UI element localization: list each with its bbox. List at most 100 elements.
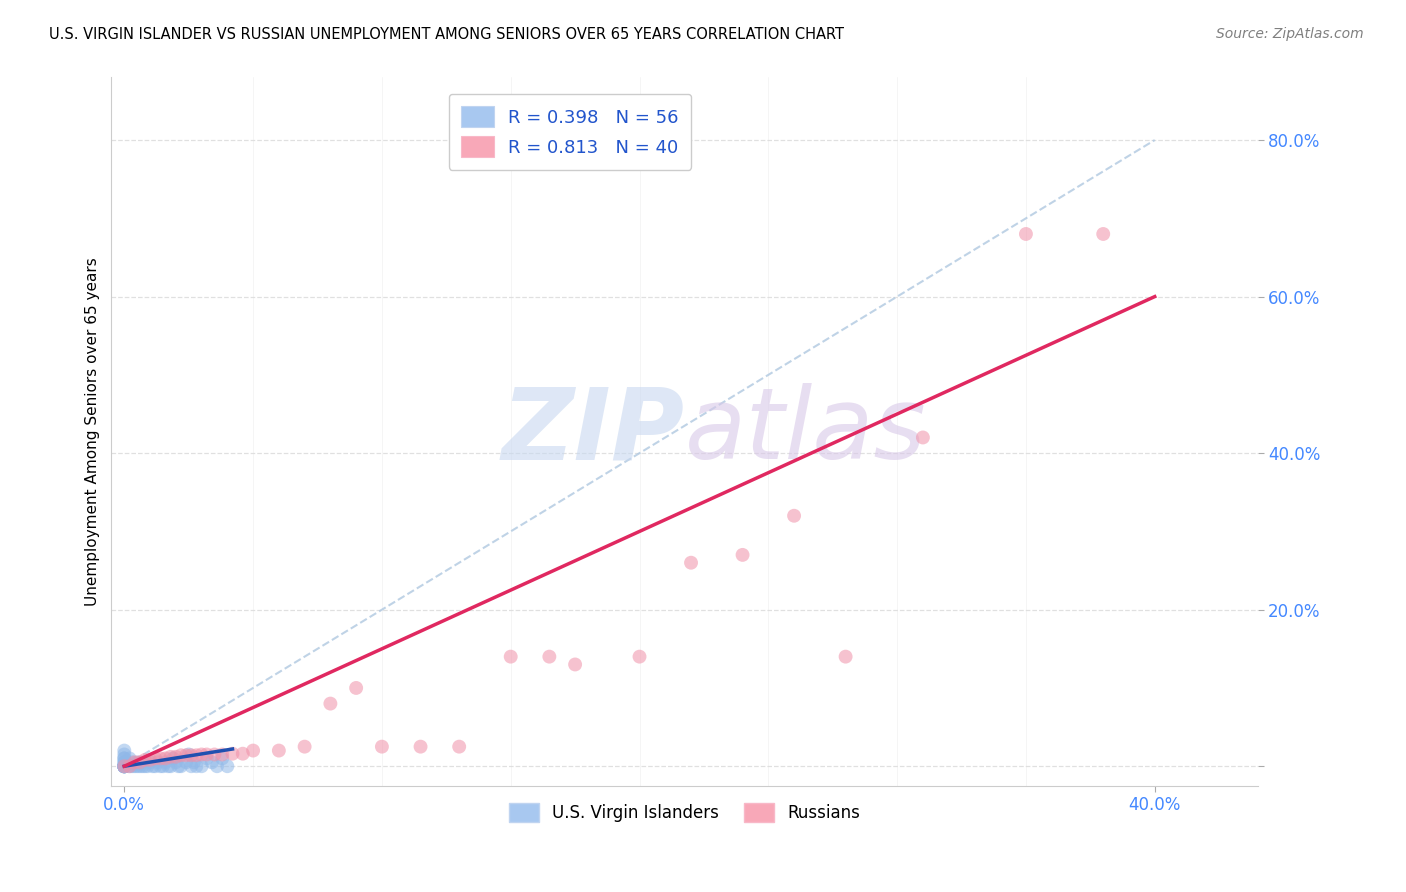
Point bbox=[142, 759, 165, 773]
Point bbox=[217, 759, 239, 773]
Point bbox=[127, 756, 149, 770]
Point bbox=[211, 751, 233, 765]
Text: Source: ZipAtlas.com: Source: ZipAtlas.com bbox=[1216, 27, 1364, 41]
Point bbox=[112, 759, 135, 773]
Point bbox=[136, 759, 159, 773]
Point bbox=[143, 759, 166, 773]
Point bbox=[112, 759, 135, 773]
Point bbox=[155, 751, 177, 765]
Point bbox=[139, 756, 162, 770]
Point bbox=[201, 756, 224, 770]
Point bbox=[112, 743, 135, 757]
Point bbox=[112, 759, 135, 773]
Point bbox=[628, 649, 651, 664]
Point bbox=[195, 751, 218, 765]
Point bbox=[371, 739, 394, 754]
Point bbox=[190, 759, 212, 773]
Text: ZIP: ZIP bbox=[502, 383, 685, 480]
Y-axis label: Unemployment Among Seniors over 65 years: Unemployment Among Seniors over 65 years bbox=[86, 257, 100, 606]
Point bbox=[170, 748, 193, 763]
Point bbox=[112, 759, 135, 773]
Point bbox=[167, 759, 190, 773]
Point bbox=[112, 751, 135, 765]
Point bbox=[911, 430, 934, 444]
Point bbox=[679, 556, 702, 570]
Legend: U.S. Virgin Islanders, Russians: U.S. Virgin Islanders, Russians bbox=[498, 791, 872, 834]
Point bbox=[152, 759, 174, 773]
Point bbox=[149, 751, 172, 765]
Point bbox=[131, 756, 153, 770]
Point bbox=[155, 756, 177, 770]
Point bbox=[118, 759, 141, 773]
Point bbox=[174, 756, 197, 770]
Point bbox=[128, 759, 150, 773]
Point bbox=[174, 748, 197, 763]
Point bbox=[134, 753, 156, 767]
Point bbox=[183, 756, 205, 770]
Point bbox=[112, 759, 135, 773]
Point bbox=[159, 749, 181, 764]
Point bbox=[112, 759, 135, 773]
Point bbox=[186, 759, 208, 773]
Point bbox=[112, 759, 135, 773]
Point bbox=[319, 697, 342, 711]
Point bbox=[195, 747, 218, 762]
Point bbox=[538, 649, 561, 664]
Point bbox=[564, 657, 586, 672]
Point bbox=[221, 747, 243, 761]
Point bbox=[1092, 227, 1115, 241]
Point bbox=[731, 548, 754, 562]
Point bbox=[177, 747, 200, 762]
Point bbox=[112, 759, 135, 773]
Point bbox=[124, 759, 146, 773]
Point bbox=[783, 508, 806, 523]
Point bbox=[449, 739, 471, 754]
Point bbox=[186, 748, 208, 763]
Point bbox=[112, 756, 135, 770]
Point bbox=[121, 759, 143, 773]
Point bbox=[124, 756, 146, 770]
Point bbox=[121, 756, 143, 770]
Point bbox=[162, 751, 184, 765]
Point bbox=[165, 756, 187, 770]
Point bbox=[112, 756, 135, 770]
Point bbox=[157, 759, 180, 773]
Point bbox=[170, 759, 193, 773]
Point bbox=[159, 759, 181, 773]
Point bbox=[180, 759, 202, 773]
Point bbox=[128, 756, 150, 770]
Point bbox=[112, 759, 135, 773]
Point bbox=[242, 743, 264, 757]
Point bbox=[180, 748, 202, 763]
Point bbox=[134, 759, 156, 773]
Point bbox=[211, 747, 233, 762]
Point bbox=[344, 681, 367, 695]
Point bbox=[190, 747, 212, 762]
Point bbox=[165, 749, 187, 764]
Point bbox=[205, 759, 228, 773]
Point bbox=[112, 747, 135, 762]
Text: atlas: atlas bbox=[685, 383, 927, 480]
Point bbox=[267, 743, 290, 757]
Point bbox=[112, 759, 135, 773]
Point bbox=[112, 751, 135, 765]
Point bbox=[118, 759, 141, 773]
Point bbox=[139, 753, 162, 767]
Point bbox=[112, 759, 135, 773]
Point bbox=[204, 747, 226, 762]
Point bbox=[127, 759, 149, 773]
Point bbox=[131, 759, 153, 773]
Point bbox=[149, 759, 172, 773]
Point bbox=[294, 739, 316, 754]
Point bbox=[112, 759, 135, 773]
Text: U.S. VIRGIN ISLANDER VS RUSSIAN UNEMPLOYMENT AMONG SENIORS OVER 65 YEARS CORRELA: U.S. VIRGIN ISLANDER VS RUSSIAN UNEMPLOY… bbox=[49, 27, 844, 42]
Point bbox=[834, 649, 856, 664]
Point bbox=[409, 739, 432, 754]
Point bbox=[146, 756, 169, 770]
Point bbox=[143, 751, 166, 765]
Point bbox=[112, 759, 135, 773]
Point bbox=[499, 649, 522, 664]
Point bbox=[118, 751, 141, 765]
Point bbox=[1015, 227, 1038, 241]
Point bbox=[232, 747, 254, 761]
